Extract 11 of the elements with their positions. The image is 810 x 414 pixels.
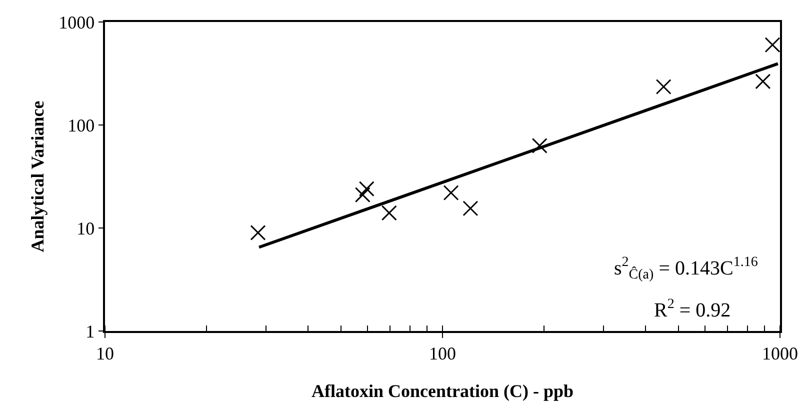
x-tick-label: 100 bbox=[429, 343, 456, 364]
y-tick-label: 1 bbox=[86, 321, 95, 342]
y-tick-label: 1000 bbox=[58, 12, 95, 32]
y-tick-label: 100 bbox=[68, 115, 95, 136]
x-tick-label: 10 bbox=[96, 343, 114, 364]
y-tick-label: 10 bbox=[76, 218, 95, 238]
x-axis-title: Aflatoxin Concentration (C) - ppb bbox=[311, 380, 574, 401]
x-tick-label: 1000 bbox=[762, 343, 798, 364]
y-axis-title: Analytical Variance bbox=[27, 100, 48, 252]
annotation: s$^{2}$$_{Ĉ(a)}$ = 0.143C$^{1.16}$ bbox=[614, 255, 758, 283]
annotation: R$^{2}$ = 0.92 bbox=[654, 297, 731, 322]
